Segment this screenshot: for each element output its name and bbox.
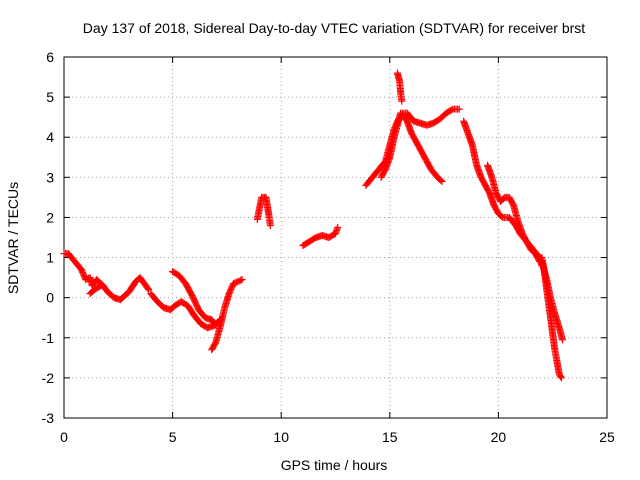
data-point bbox=[398, 97, 406, 105]
series-brst-seg-6 bbox=[253, 193, 274, 229]
y-tick-label: -1 bbox=[42, 330, 55, 346]
data-point bbox=[557, 374, 565, 382]
ticks-layer: 0 5 10 15 20 25 -3 -2 -1 0 1 2 3 4 5 6 bbox=[42, 49, 615, 445]
y-tick-label: -3 bbox=[42, 410, 55, 426]
y-tick-label: -2 bbox=[42, 370, 55, 386]
plot-border bbox=[63, 56, 608, 419]
x-tick-label: 25 bbox=[599, 429, 615, 445]
y-tick-label: 3 bbox=[46, 169, 54, 185]
y-tick-label: 6 bbox=[46, 49, 54, 65]
data-point bbox=[334, 223, 342, 231]
series-brst-seg-14 bbox=[538, 258, 566, 344]
y-axis-title: SDTVAR / TECUs bbox=[5, 182, 21, 294]
data-point bbox=[557, 373, 565, 381]
data-point bbox=[437, 176, 445, 184]
data-point bbox=[96, 282, 104, 290]
data-point bbox=[455, 105, 463, 113]
data-point bbox=[145, 286, 153, 294]
chart-title: Day 137 of 2018, Sidereal Day-to-day VTE… bbox=[83, 20, 585, 36]
data-point bbox=[237, 276, 245, 284]
x-axis-title: GPS time / hours bbox=[281, 457, 388, 473]
y-tick-label: 4 bbox=[46, 129, 54, 145]
data-point bbox=[97, 282, 105, 290]
x-tick-label: 5 bbox=[169, 429, 177, 445]
series-brst-seg-5 bbox=[208, 276, 246, 354]
y-tick-label: 5 bbox=[46, 89, 54, 105]
x-tick-label: 0 bbox=[60, 429, 68, 445]
series-brst-seg-9 bbox=[377, 105, 463, 181]
data-point bbox=[238, 276, 246, 284]
marks-layer bbox=[60, 69, 566, 382]
series-brst-seg-1 bbox=[60, 250, 153, 304]
x-tick-label: 10 bbox=[273, 429, 289, 445]
y-tick-label: 1 bbox=[46, 250, 54, 266]
series-brst-seg-12 bbox=[484, 161, 544, 266]
series-brst-seg-10 bbox=[393, 69, 406, 105]
data-point bbox=[144, 284, 152, 292]
y-tick-label: 0 bbox=[46, 290, 54, 306]
y-tick-label: 2 bbox=[46, 209, 54, 225]
series-brst-seg-4 bbox=[169, 268, 220, 330]
data-point bbox=[558, 336, 566, 344]
data-point bbox=[438, 177, 446, 185]
x-tick-label: 15 bbox=[382, 429, 398, 445]
series-brst-seg-2 bbox=[86, 282, 105, 298]
data-point bbox=[266, 221, 274, 229]
series-brst-seg-7 bbox=[299, 223, 342, 250]
x-tick-label: 20 bbox=[491, 429, 507, 445]
